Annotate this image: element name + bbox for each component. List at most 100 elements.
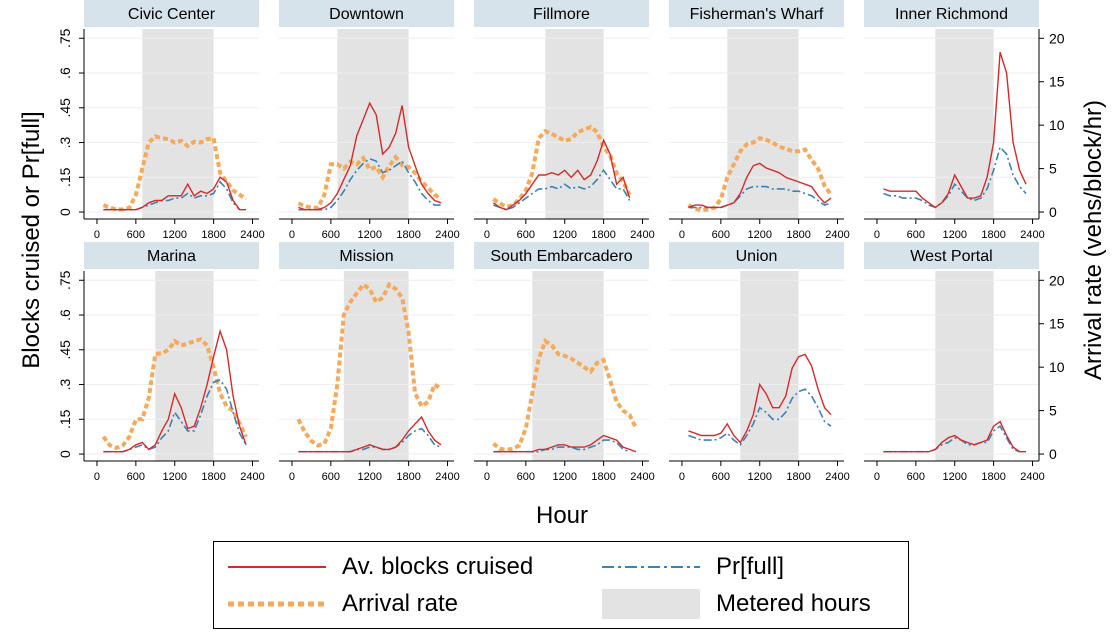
metered-band-union: [740, 271, 799, 461]
panel-header-civic-center: [84, 0, 259, 27]
y-tick-label-marina-5: .75: [57, 270, 73, 290]
panel-marina: Marina 0 .15 .3 .45 .6 .75 0 600 1200 1800 2400: [57, 242, 265, 483]
x-tick-label-inner-richmond-3: 1800: [981, 229, 1005, 241]
metered-band-mission: [343, 271, 409, 461]
x-tick-label-west-portal-1: 600: [907, 471, 925, 483]
x-tick-label-marina-4: 2400: [240, 471, 264, 483]
x-tick-label-inner-richmond-4: 2400: [1020, 229, 1044, 241]
legend-swatch-blocks: [228, 557, 326, 577]
series-pr-full-downtown: [298, 157, 441, 211]
panel-title-west-portal: West Portal: [910, 248, 992, 265]
x-tick-label-inner-richmond-2: 1200: [942, 229, 966, 241]
panel-title-mission: Mission: [339, 248, 393, 265]
y-tick-label-civic-center-1: .15: [57, 167, 73, 187]
x-tick-label-inner-richmond-0: 0: [874, 229, 880, 241]
right-axis-title: Arrival rate (vehs/block/hr): [1080, 99, 1107, 381]
x-tick-label-south-embarcadero-0: 0: [484, 471, 490, 483]
panel-title-fisherman-s-wharf: Fisherman's Wharf: [690, 6, 824, 23]
y-tick-label-civic-center-2: .3: [57, 136, 73, 148]
panel-header-west-portal: [864, 242, 1039, 269]
panel-civic-center: Civic Center 0 .15 .3 .45 .6 .75 0 600 1200 1800 24…: [57, 0, 265, 241]
x-tick-label-fillmore-0: 0: [484, 229, 490, 241]
metered-band-south-embarcadero: [532, 271, 604, 461]
x-tick-label-fillmore-4: 2400: [630, 229, 654, 241]
legend-swatch-pr-full: [602, 557, 700, 577]
series-arrival-mission: [296, 281, 443, 448]
x-tick-label-downtown-0: 0: [289, 229, 295, 241]
legend-label-blocks: Av. blocks cruised: [342, 553, 534, 580]
series-arrival-south-embarcadero: [492, 338, 638, 452]
metered-band-downtown: [337, 29, 409, 219]
y-tick-label-civic-center-3: .45: [57, 98, 73, 118]
panel-title-union: Union: [736, 248, 778, 265]
series-pr-full-union: [688, 388, 832, 446]
x-tick-label-south-embarcadero-2: 1200: [552, 471, 576, 483]
series-blocks-fisherman-s-wharf: [688, 162, 832, 209]
x-tick-label-south-embarcadero-3: 1800: [591, 471, 615, 483]
y-right-tick-label-inner-richmond-4: 20: [1049, 30, 1065, 46]
legend-item-blocks: Av. blocks cruised: [228, 552, 533, 582]
metered-band-inner-richmond: [935, 29, 994, 219]
panel-fillmore: Fillmore 0 600 1200 1800 2400: [474, 0, 655, 241]
x-tick-label-mission-4: 2400: [435, 471, 459, 483]
panel-union: Union 0 600 1200 1800 2400: [669, 242, 850, 483]
panel-south-embarcadero: South Embarcadero 0 600 1200 1800 2400: [474, 242, 655, 483]
y-tick-label-marina-0: 0: [57, 450, 73, 458]
legend-item-metered: Metered hours: [602, 589, 871, 619]
y-tick-label-civic-center-4: .6: [57, 67, 73, 79]
x-tick-label-west-portal-2: 1200: [942, 471, 966, 483]
left-axis-title: Blocks cruised or Pr[full]: [18, 111, 45, 369]
y-right-tick-label-west-portal-1: 5: [1049, 403, 1057, 419]
y-tick-label-marina-2: .3: [57, 378, 73, 390]
series-blocks-mission: [298, 415, 442, 453]
panel-west-portal: West Portal 0 5 10 15 20 0 600 1200 1800 2400: [864, 242, 1065, 483]
x-tick-label-downtown-4: 2400: [435, 229, 459, 241]
x-tick-label-civic-center-4: 2400: [240, 229, 264, 241]
series-blocks-west-portal: [883, 420, 1026, 453]
x-tick-label-fillmore-1: 600: [517, 229, 535, 241]
y-right-tick-label-west-portal-0: 0: [1049, 446, 1057, 462]
metered-band-fillmore: [545, 29, 604, 219]
x-tick-label-union-4: 2400: [825, 471, 849, 483]
y-tick-label-civic-center-0: 0: [57, 208, 73, 216]
panel-header-mission: [279, 242, 454, 269]
legend-item-pr-full: Pr[full]: [602, 552, 784, 582]
legend-label-arrival: Arrival rate: [342, 590, 459, 617]
x-tick-label-west-portal-0: 0: [874, 471, 880, 483]
metered-band-marina: [155, 271, 214, 461]
y-right-tick-label-inner-richmond-2: 10: [1049, 117, 1065, 133]
x-tick-label-union-2: 1200: [747, 471, 771, 483]
legend: Av. blocks cruised Pr[full] Arrival rate…: [213, 541, 909, 629]
series-arrival-marina: [101, 337, 248, 451]
panel-header-inner-richmond: [864, 0, 1039, 27]
panel-header-marina: [84, 242, 259, 269]
x-axis-title: Hour: [535, 502, 589, 529]
x-tick-label-mission-0: 0: [289, 471, 295, 483]
x-tick-label-fisherman-s-wharf-1: 600: [712, 229, 730, 241]
x-tick-label-civic-center-0: 0: [94, 229, 100, 241]
y-right-tick-label-west-portal-2: 10: [1049, 359, 1065, 375]
panel-header-fillmore: [474, 0, 649, 27]
metered-band-civic-center: [142, 29, 214, 219]
x-tick-label-fisherman-s-wharf-4: 2400: [825, 229, 849, 241]
panel-title-fillmore: Fillmore: [533, 6, 590, 23]
x-tick-label-marina-0: 0: [94, 471, 100, 483]
y-right-tick-label-west-portal-4: 20: [1049, 272, 1065, 288]
x-tick-label-marina-1: 600: [127, 471, 145, 483]
x-tick-label-marina-3: 1800: [201, 471, 225, 483]
y-tick-label-marina-4: .6: [57, 309, 73, 321]
legend-item-arrival: Arrival rate: [228, 589, 458, 619]
legend-label-metered: Metered hours: [716, 590, 871, 617]
y-right-tick-label-inner-richmond-1: 5: [1049, 161, 1057, 177]
series-pr-full-inner-richmond: [883, 145, 1027, 209]
x-tick-label-fillmore-2: 1200: [552, 229, 576, 241]
series-arrival-fisherman-s-wharf: [687, 136, 833, 213]
y-tick-label-marina-3: .45: [57, 340, 73, 360]
x-tick-label-union-0: 0: [679, 471, 685, 483]
series-arrival-civic-center: [102, 134, 248, 212]
panel-title-downtown: Downtown: [329, 6, 404, 23]
x-tick-label-civic-center-1: 600: [127, 229, 145, 241]
x-tick-label-south-embarcadero-1: 600: [517, 471, 535, 483]
panel-header-south-embarcadero: [474, 242, 649, 269]
panel-header-union: [669, 242, 844, 269]
